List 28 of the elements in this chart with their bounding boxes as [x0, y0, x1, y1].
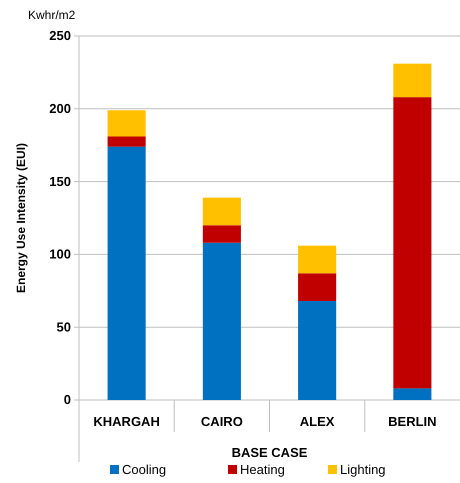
x-tick-label: ALEX: [300, 414, 335, 429]
bar: [298, 246, 336, 274]
y-axis-title: Energy Use Intensity (EUI): [14, 142, 28, 294]
bar: [108, 146, 146, 400]
x-tick-label: CAIRO: [200, 414, 243, 429]
bar: [393, 64, 432, 98]
bar: [108, 136, 146, 147]
y-tick-label: 150: [49, 174, 71, 189]
bar: [298, 300, 336, 400]
x-axis-title: BASE CASE: [232, 445, 308, 460]
y-tick-label: 200: [49, 100, 71, 116]
legend-label: Heating: [240, 462, 285, 477]
bar: [108, 110, 146, 136]
y-tick-label: 100: [49, 246, 71, 262]
bar: [202, 198, 241, 226]
x-tick-label: KHARGAH: [93, 414, 160, 429]
legend-label: Cooling: [122, 462, 166, 477]
legend-label: Lighting: [340, 462, 386, 477]
bar: [202, 242, 241, 400]
x-tick-label: BERLIN: [388, 414, 437, 429]
bar: [298, 273, 336, 301]
bar: [393, 97, 432, 388]
y-tick-label: 0: [64, 392, 71, 408]
text: Kwhr/m2: [28, 8, 76, 22]
y-tick-label: 50: [56, 319, 71, 334]
bar: [393, 388, 432, 400]
bar: [202, 225, 241, 243]
y-tick-label: 250: [49, 28, 71, 44]
